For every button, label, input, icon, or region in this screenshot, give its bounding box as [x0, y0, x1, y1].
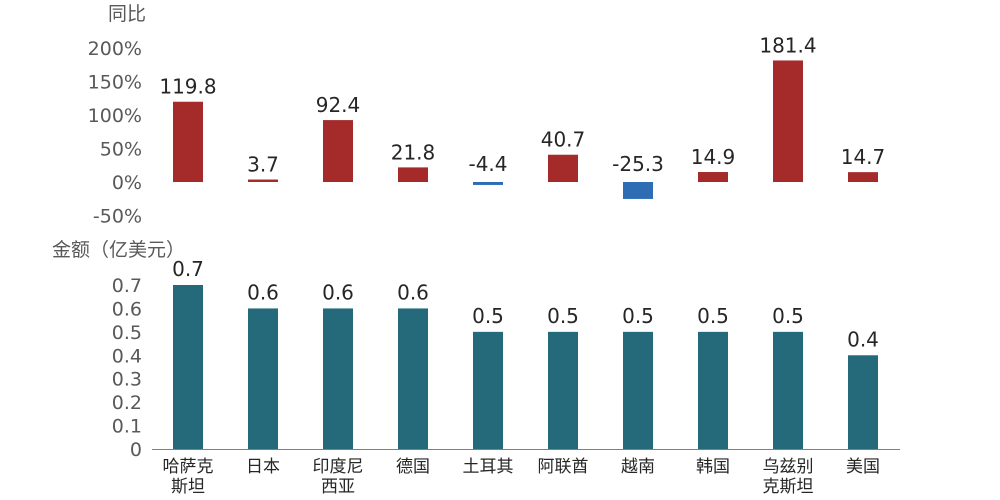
amount-y-ticks: 00.10.20.30.40.50.60.7: [112, 275, 142, 461]
amount-axis-title: 金额（亿美元）: [52, 239, 185, 261]
amount-bar: [473, 331, 503, 449]
yoy-bar: [548, 154, 578, 182]
amount-data-label: 0.5: [697, 304, 729, 328]
amount-bar: [848, 355, 878, 449]
amount-data-label: 0.5: [772, 304, 804, 328]
amount-tick-label: 0: [130, 439, 142, 461]
yoy-tick-label: -50%: [93, 206, 142, 228]
category-label: 日本: [246, 457, 280, 477]
category-label: 乌兹别克斯坦: [763, 457, 814, 497]
yoy-data-label: 21.8: [391, 140, 436, 164]
yoy-data-label: 92.4: [316, 93, 361, 117]
category-label: 土耳其: [463, 457, 514, 477]
yoy-tick-label: 100%: [88, 105, 142, 127]
yoy-chart: 同比 -50% 0% 50% 100% 150% 200% 119.8 3.7 92.4 21.…: [88, 3, 886, 228]
amount-data-label: 0.5: [622, 304, 654, 328]
category-label: 越南: [621, 457, 655, 477]
amount-bar: [698, 331, 728, 449]
amount-data-label: 0.4: [847, 327, 879, 351]
amount-bar: [773, 331, 803, 449]
yoy-data-label: 3.7: [247, 153, 279, 177]
amount-data-labels: 0.7 0.6 0.6 0.6 0.5 0.5 0.5 0.5 0.5 0.4: [172, 257, 879, 351]
amount-tick-label: 0.3: [112, 369, 142, 391]
yoy-bars: [173, 60, 878, 199]
yoy-data-label: 14.7: [841, 145, 886, 169]
yoy-bar: [623, 182, 653, 199]
amount-data-label: 0.6: [247, 280, 279, 304]
amount-data-label: 0.7: [172, 257, 204, 281]
category-label: 阿联酋: [538, 457, 589, 477]
amount-bar: [323, 308, 353, 449]
category-label: 印度尼西亚: [313, 457, 364, 497]
amount-data-label: 0.5: [547, 304, 579, 328]
yoy-tick-label: 50%: [100, 139, 142, 161]
yoy-bar: [398, 167, 428, 182]
category-label: 德国: [396, 457, 430, 477]
yoy-bar: [848, 172, 878, 182]
amount-tick-label: 0.6: [112, 298, 142, 320]
amount-tick-label: 0.2: [112, 392, 142, 414]
amount-data-label: 0.6: [322, 280, 354, 304]
yoy-axis-title: 同比: [108, 3, 146, 25]
yoy-tick-label: 200%: [88, 38, 142, 60]
yoy-bar: [473, 182, 503, 185]
yoy-data-label: 14.9: [691, 145, 736, 169]
yoy-data-label: 181.4: [759, 33, 816, 57]
amount-bars: [173, 285, 878, 449]
amount-bar: [398, 308, 428, 449]
amount-bar: [548, 331, 578, 449]
yoy-data-label: -4.4: [468, 152, 507, 176]
amount-tick-label: 0.4: [112, 345, 142, 367]
amount-chart: 金额（亿美元） 00.10.20.30.40.50.60.7 0.70.6 0.6…: [52, 239, 900, 497]
yoy-bar: [773, 60, 803, 182]
yoy-bar: [248, 179, 278, 182]
yoy-bar: [698, 172, 728, 182]
amount-bar: [623, 331, 653, 449]
amount-data-label: 0.6: [397, 280, 429, 304]
category-label: 韩国: [696, 457, 730, 477]
amount-tick-label: 0.5: [112, 322, 142, 344]
yoy-data-label: 40.7: [541, 128, 586, 152]
yoy-bar: [173, 101, 203, 182]
amount-tick-label: 0.1: [112, 416, 142, 438]
yoy-data-labels: 119.8 3.7 92.4 21.8 -4.4 40.7 -25.3 14.9 181.4 14…: [159, 33, 885, 176]
yoy-y-ticks: -50% 0% 50% 100% 150% 200%: [88, 38, 142, 228]
amount-tick-label: 0.7: [112, 275, 142, 297]
category-label: 美国: [846, 457, 880, 477]
yoy-tick-label: 0%: [112, 172, 142, 194]
amount-bar: [173, 285, 203, 449]
amount-data-label: 0.5: [472, 304, 504, 328]
category-labels: 哈萨克斯坦 日本 印度尼西亚 德国 土耳其 阿联酋 越南 韩国 乌兹别克斯坦 美国: [163, 457, 881, 497]
yoy-tick-label: 150%: [88, 72, 142, 94]
amount-bar: [248, 308, 278, 449]
category-label: 哈萨克斯坦: [163, 457, 214, 497]
yoy-data-label: 119.8: [159, 75, 216, 99]
yoy-data-label: -25.3: [612, 152, 664, 176]
yoy-bar: [323, 120, 353, 182]
